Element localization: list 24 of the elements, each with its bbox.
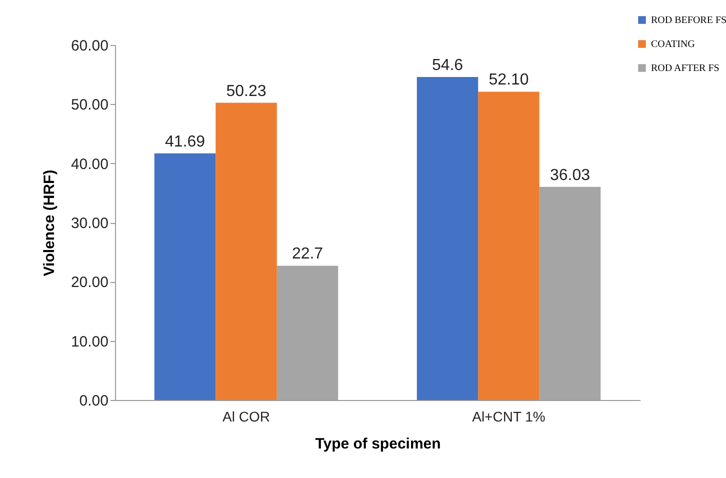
legend-label: ROD AFTER FS <box>651 63 720 74</box>
bar <box>154 153 216 400</box>
data-label: 52.10 <box>488 72 529 89</box>
bar <box>478 92 540 400</box>
y-axis-title: Violence (HRF) <box>40 170 58 276</box>
legend-label: COATING <box>651 39 695 50</box>
y-tick-label: 20.00 <box>70 274 108 292</box>
y-tick-label: 60.00 <box>70 38 108 54</box>
x-tick-label: Al COR <box>222 408 270 424</box>
x-axis-title: Type of specimen <box>315 436 441 452</box>
y-tick-label: 40.00 <box>70 156 108 173</box>
x-tick-label: Al+CNT 1% <box>472 408 546 424</box>
y-tick-label: 0.00 <box>79 392 108 410</box>
data-label: 41.69 <box>164 133 206 150</box>
bar <box>216 102 277 400</box>
data-label: 22.7 <box>292 246 324 263</box>
y-tick-label: 50.00 <box>70 96 108 114</box>
y-tick-label: 30.00 <box>70 215 108 232</box>
y-tick-label: 10.00 <box>70 333 108 350</box>
bar <box>416 76 478 400</box>
data-label: 36.03 <box>550 166 590 184</box>
data-label: 54.6 <box>432 56 464 74</box>
data-label: 50.23 <box>226 82 266 100</box>
legend-label: ROD BEFORE FS <box>651 15 726 26</box>
